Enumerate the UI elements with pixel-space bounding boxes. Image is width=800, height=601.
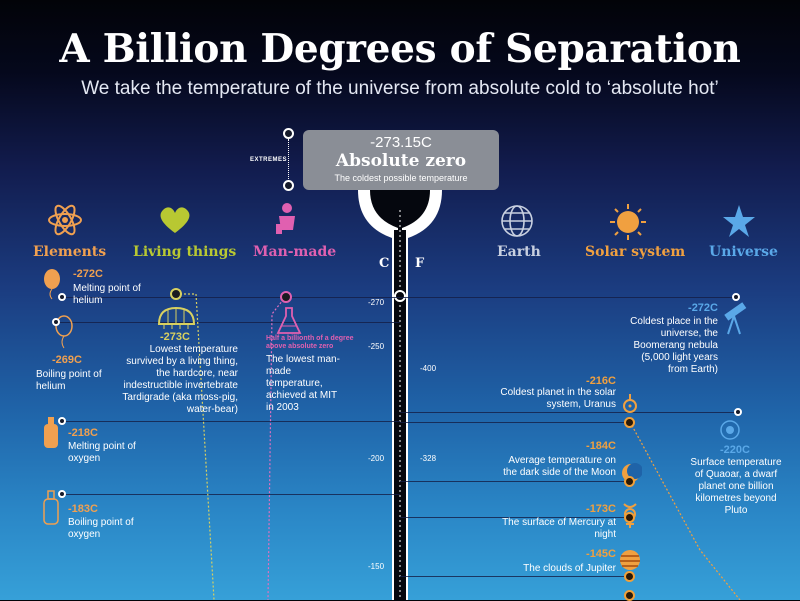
marker-ring (280, 291, 292, 303)
element-desc: Boiling point of oxygen (68, 517, 134, 540)
connector-line (400, 412, 740, 413)
element-temp: -269C (52, 354, 82, 366)
marker-ring (170, 288, 182, 300)
c-tick: -250 (368, 342, 385, 351)
celsius-label: C (379, 256, 390, 271)
extremes-bottom-ring (283, 180, 294, 191)
marker-ring (624, 590, 635, 601)
extremes-label: EXTREMES (250, 157, 288, 163)
solar-desc: The clouds of Jupiter (523, 563, 616, 574)
callout-desc: The coldest possible temperature (334, 173, 468, 183)
extremes-line (288, 139, 289, 181)
solar-temp: -216C (586, 375, 616, 387)
c-tick: -200 (368, 454, 385, 463)
balloon-icon (42, 268, 62, 305)
solar-desc: Average temperature on the dark side of … (503, 455, 616, 478)
living-desc: Lowest temperature survived by a living … (122, 344, 238, 415)
manmade-path (267, 295, 287, 600)
universe-desc: Surface temperature of Quaoar, a dwarf p… (690, 457, 782, 516)
solar-temp: -173C (586, 503, 616, 515)
marker-ring (624, 476, 635, 487)
manmade-desc: The lowest man-made temperature, achieve… (266, 354, 340, 413)
living-temp: -273C (160, 331, 190, 343)
extremes-top-ring (283, 128, 294, 139)
marker-ring (58, 293, 66, 301)
absolute-zero-callout: -273.15C Absolute zero The coldest possi… (303, 130, 499, 190)
dotted-paths (176, 293, 741, 600)
marker-ring (52, 318, 60, 326)
connector-line (400, 422, 630, 423)
connector-line (400, 297, 740, 298)
connector-line (60, 322, 400, 323)
c-tick: -270 (368, 298, 385, 307)
flask-icon (276, 306, 302, 341)
element-temp: -218C (68, 427, 98, 439)
connector-line (60, 421, 400, 422)
gas-cylinder-outline-icon (40, 488, 62, 531)
universe-desc: Coldest place in the universe, the Boome… (630, 316, 718, 375)
element-temp: -183C (68, 503, 98, 515)
solar-path (629, 421, 741, 600)
star-icon (722, 204, 756, 243)
quaoar-icon (718, 418, 742, 447)
element-desc: Melting point of oxygen (68, 441, 136, 464)
extremes-marker (280, 128, 296, 192)
marker-ring (624, 417, 635, 428)
heart-icon (158, 205, 192, 240)
marker-ring (624, 571, 635, 582)
marker-ring (624, 512, 635, 523)
jupiter-icon (618, 548, 642, 577)
uranus-icon (620, 392, 640, 421)
gas-cylinder-icon (40, 414, 62, 455)
solar-desc: The surface of Mercury at night (502, 517, 616, 540)
callout-name: Absolute zero (335, 151, 467, 171)
solar-temp: -184C (586, 440, 616, 452)
person-icon (274, 202, 300, 243)
universe-temp: -220C (720, 444, 750, 456)
page-subtitle: We take the temperature of the universe … (81, 78, 719, 99)
f-tick: -328 (420, 454, 437, 463)
c-tick: -150 (368, 562, 385, 571)
category-manmade: Man-made (253, 244, 337, 260)
living-path (176, 293, 215, 600)
universe-temp: -272C (688, 302, 718, 314)
category-universe: Universe (709, 244, 778, 260)
category-earth: Earth (497, 244, 541, 260)
tardigrade-icon (156, 304, 198, 335)
marker-ring (734, 408, 742, 416)
marker-ring (732, 293, 740, 301)
element-desc: Melting point of helium (73, 283, 141, 306)
callout-temp: -273.15C (370, 134, 432, 151)
category-elements: Elements (33, 244, 107, 260)
sun-icon (608, 202, 648, 247)
connector-line (60, 494, 400, 495)
marker-ring (58, 417, 66, 425)
globe-icon (500, 204, 534, 243)
category-living: Living things (133, 244, 237, 260)
manmade-note: Half a billionth of a degree above absol… (266, 335, 354, 350)
category-solar: Solar system (585, 244, 686, 260)
f-tick: -400 (420, 364, 437, 373)
atom-icon (40, 200, 90, 240)
element-temp: -272C (73, 268, 103, 280)
element-desc: Boiling point of helium (36, 369, 102, 392)
connector-line (400, 576, 630, 577)
telescope-icon (720, 296, 750, 341)
marker-ring (58, 490, 66, 498)
balloon-outline-icon (54, 315, 74, 354)
solar-desc: Coldest planet in the solar system, Uran… (500, 387, 616, 410)
solar-temp: -145C (586, 548, 616, 560)
connector-line (400, 481, 630, 482)
thermometer-zero-marker (394, 290, 406, 302)
page-title: A Billion Degrees of Separation (59, 26, 741, 72)
fahrenheit-label: F (415, 256, 425, 271)
connector-line (400, 517, 630, 518)
connector-line (60, 297, 400, 298)
